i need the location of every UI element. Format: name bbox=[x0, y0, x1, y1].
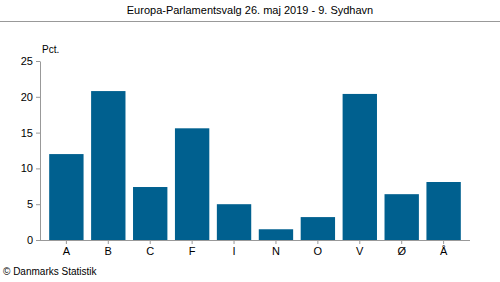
bar bbox=[133, 187, 167, 240]
y-axis-title: Pct. bbox=[42, 44, 59, 55]
x-axis: ABCFINOVØÅ bbox=[40, 240, 470, 257]
y-tick-mark bbox=[36, 133, 40, 134]
x-tick-label: V bbox=[356, 245, 364, 257]
x-tick-mark bbox=[359, 240, 360, 244]
x-tick: V bbox=[356, 240, 364, 257]
x-tick: Å bbox=[440, 240, 448, 257]
y-tick: 0 bbox=[27, 234, 40, 246]
y-tick-mark bbox=[36, 204, 40, 205]
x-tick-mark bbox=[275, 240, 276, 244]
x-tick-label: I bbox=[233, 245, 236, 257]
y-tick-label: 15 bbox=[21, 127, 33, 139]
x-tick: C bbox=[146, 240, 154, 257]
y-axis-line bbox=[40, 62, 41, 241]
x-tick-label: Å bbox=[440, 245, 448, 257]
x-tick-mark bbox=[150, 240, 151, 244]
x-tick-label: B bbox=[105, 245, 112, 257]
x-tick: Ø bbox=[397, 240, 406, 257]
y-tick-label: 25 bbox=[21, 55, 33, 67]
x-tick-mark bbox=[234, 240, 235, 244]
x-tick-mark bbox=[108, 240, 109, 244]
x-tick: N bbox=[272, 240, 280, 257]
x-tick-label: Ø bbox=[397, 245, 406, 257]
y-tick: 25 bbox=[21, 55, 40, 67]
y-tick: 5 bbox=[27, 198, 40, 210]
y-tick-label: 0 bbox=[27, 234, 33, 246]
bar bbox=[91, 91, 125, 240]
x-tick: F bbox=[189, 240, 196, 257]
y-tick-mark bbox=[36, 240, 40, 241]
x-tick: B bbox=[105, 240, 112, 257]
bar bbox=[301, 217, 335, 240]
bar bbox=[426, 182, 460, 240]
x-tick-label: N bbox=[272, 245, 280, 257]
x-tick-label: C bbox=[146, 245, 154, 257]
x-tick-mark bbox=[401, 240, 402, 244]
bar bbox=[217, 204, 251, 240]
source: © Danmarks Statistik bbox=[3, 266, 98, 277]
x-tick-mark bbox=[443, 240, 444, 244]
bars bbox=[49, 91, 461, 240]
x-tick-mark bbox=[66, 240, 67, 244]
y-tick-mark bbox=[36, 61, 40, 62]
y-axis: 0 5 10 15 20 25 bbox=[21, 55, 41, 246]
y-tick: 10 bbox=[21, 162, 40, 174]
x-tick: I bbox=[233, 240, 236, 257]
bar bbox=[385, 194, 419, 240]
y-tick-mark bbox=[36, 168, 40, 169]
bar bbox=[259, 229, 293, 240]
x-tick-mark bbox=[317, 240, 318, 244]
bar bbox=[175, 128, 209, 240]
x-axis-line bbox=[40, 240, 470, 241]
title-rule bbox=[0, 21, 500, 22]
y-tick: 15 bbox=[21, 127, 40, 139]
bar bbox=[49, 154, 83, 240]
y-tick-label: 5 bbox=[27, 198, 33, 210]
x-tick-label: A bbox=[63, 245, 71, 257]
x-tick: A bbox=[63, 240, 71, 257]
y-tick: 20 bbox=[21, 91, 40, 103]
x-tick: O bbox=[314, 240, 323, 257]
bar bbox=[343, 94, 377, 240]
x-tick-mark bbox=[192, 240, 193, 244]
x-tick-label: F bbox=[189, 245, 196, 257]
y-tick-label: 10 bbox=[21, 162, 33, 174]
title: Europa-Parlamentsvalg 26. maj 2019 - 9. … bbox=[127, 4, 373, 16]
background bbox=[0, 0, 500, 282]
y-tick-label: 20 bbox=[21, 91, 33, 103]
y-tick-mark bbox=[36, 97, 40, 98]
x-tick-label: O bbox=[314, 245, 323, 257]
chart: Europa-Parlamentsvalg 26. maj 2019 - 9. … bbox=[0, 0, 500, 282]
